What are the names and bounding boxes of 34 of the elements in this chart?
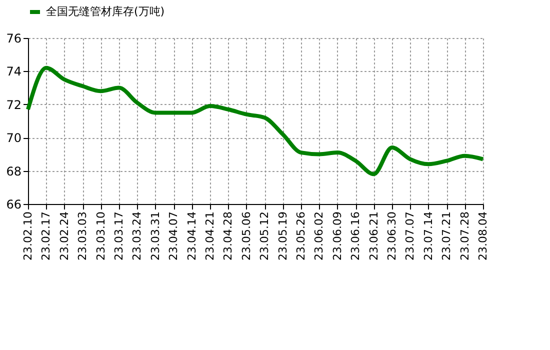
- x-tick-label: 23.03.10: [94, 212, 108, 260]
- y-tick-label: 68: [6, 164, 22, 178]
- x-tick-label: 23.06.09: [330, 212, 344, 260]
- x-tick-label: 23.02.24: [58, 212, 71, 260]
- x-tick-label: 23.08.04: [476, 212, 490, 260]
- x-tick-label: 23.05.19: [276, 212, 290, 260]
- x-tick-label: 23.02.17: [40, 212, 53, 260]
- x-tick-label: 23.03.31: [148, 212, 162, 260]
- x-tick-label: 23.04.14: [185, 212, 198, 260]
- y-tick-label: 74: [6, 64, 22, 79]
- x-tick-label: 23.04.21: [204, 212, 216, 260]
- y-tick-label: 70: [6, 131, 22, 146]
- x-tick-label: 23.07.28: [458, 212, 472, 260]
- x-tick-label: 23.04.28: [222, 212, 235, 260]
- y-tick-label: 72: [6, 98, 22, 112]
- legend-label: 全国无缝管材库存(万吨): [46, 5, 165, 18]
- x-tick-label: 23.07.14: [422, 212, 435, 260]
- x-tick-label: 23.05.06: [240, 212, 253, 260]
- x-tick-label: 23.02.10: [22, 212, 34, 260]
- x-tick-label: 23.06.21: [367, 212, 380, 260]
- x-tick-label: 23.03.03: [76, 212, 90, 260]
- x-tick-label: 23.06.02: [312, 212, 326, 260]
- y-tick-label: 76: [6, 32, 22, 46]
- x-tick-label: 23.06.16: [349, 212, 362, 260]
- line-series: [26, 66, 485, 176]
- x-tick-label: 23.07.21: [440, 212, 454, 260]
- x-tick-label: 23.05.12: [258, 212, 272, 260]
- x-tick-label: 23.06.30: [386, 212, 398, 260]
- x-tick-label: 23.03.17: [112, 212, 126, 260]
- x-tick-label: 23.03.24: [130, 212, 144, 260]
- x-tick-label: 23.07.07: [404, 212, 417, 260]
- y-tick-label: 66: [6, 198, 22, 212]
- x-tick-label: 23.05.26: [294, 212, 308, 260]
- x-tick-label: 23.04.07: [167, 212, 180, 260]
